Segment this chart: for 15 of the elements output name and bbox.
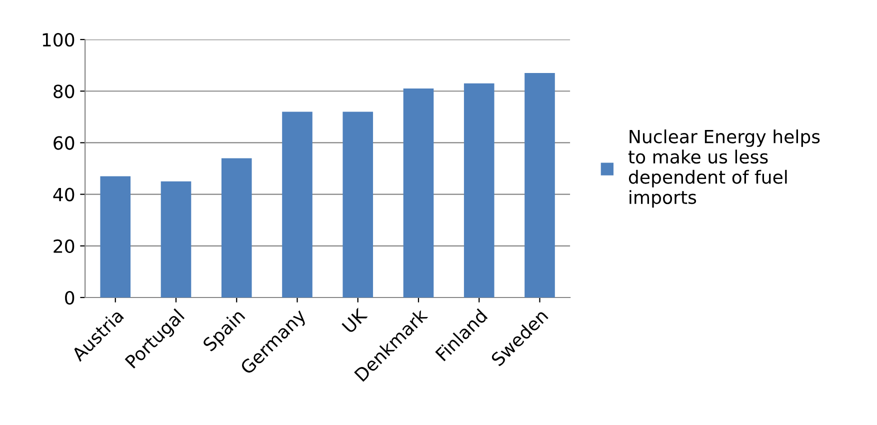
bar	[403, 88, 434, 298]
y-tick-label: 60	[54, 136, 74, 150]
bar	[524, 73, 555, 298]
bar	[282, 112, 312, 298]
y-tick-label: 100	[42, 32, 74, 47]
bar	[100, 176, 131, 298]
legend-label: Nuclear Energy helps to make us less dependent of fuel imports	[628, 129, 820, 208]
bar	[221, 158, 252, 298]
bar	[464, 83, 494, 298]
y-tick-label: 20	[54, 239, 74, 254]
bar	[342, 112, 374, 298]
y-tick-label: 40	[53, 188, 74, 202]
y-tick-label: 0	[65, 290, 74, 305]
bar	[160, 181, 192, 298]
y-tick-label: 80	[54, 84, 74, 98]
